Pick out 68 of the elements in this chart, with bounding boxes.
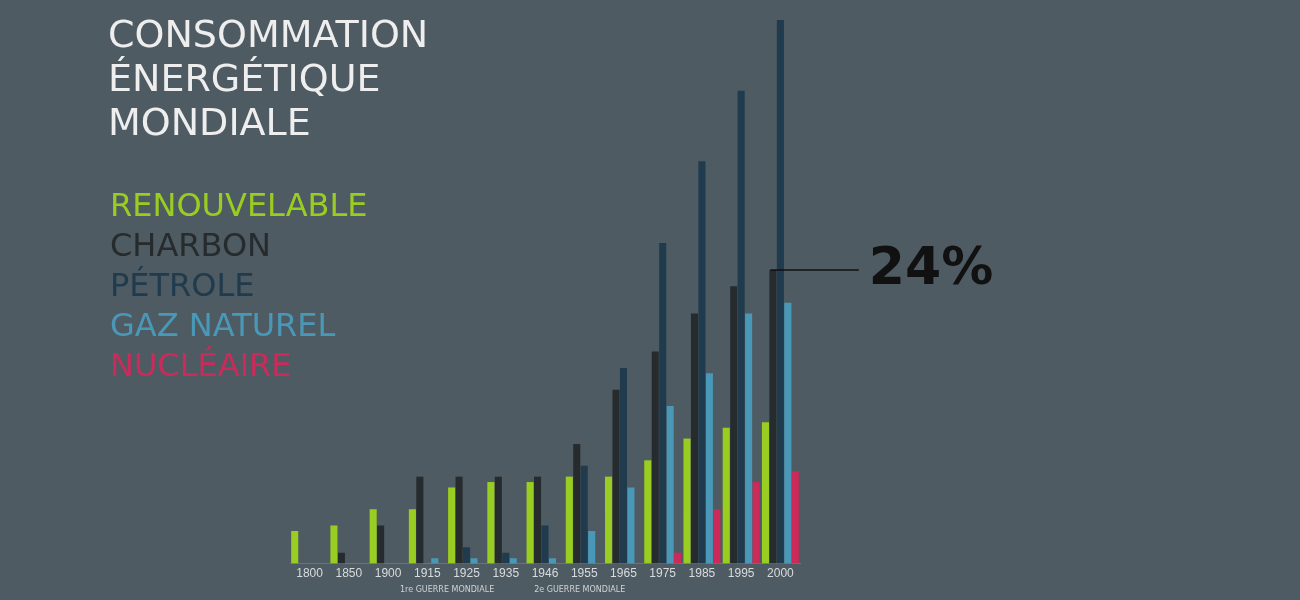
bar bbox=[659, 242, 667, 564]
bar bbox=[416, 476, 424, 564]
bar bbox=[541, 525, 549, 564]
bar bbox=[502, 552, 510, 564]
bar bbox=[448, 487, 456, 564]
bar bbox=[565, 476, 573, 564]
bar bbox=[666, 405, 674, 564]
bar bbox=[674, 552, 682, 564]
x-tick-label: 1915 bbox=[413, 566, 441, 581]
bar bbox=[337, 552, 345, 564]
bar bbox=[548, 558, 556, 564]
bar bbox=[776, 20, 784, 564]
bar bbox=[761, 422, 770, 564]
bar bbox=[509, 558, 517, 564]
bar bbox=[745, 313, 753, 564]
bar bbox=[377, 525, 385, 564]
bar bbox=[683, 438, 691, 564]
bar bbox=[730, 286, 738, 564]
bar bbox=[463, 547, 471, 564]
bar bbox=[737, 90, 745, 564]
x-tick-label: 1925 bbox=[453, 566, 481, 581]
bar bbox=[627, 487, 635, 564]
bar bbox=[588, 530, 596, 564]
bar bbox=[698, 161, 706, 564]
bar bbox=[431, 558, 439, 564]
bar bbox=[470, 558, 478, 564]
x-tick-label: 1975 bbox=[649, 566, 677, 581]
bar bbox=[369, 509, 377, 564]
text: 2e GUERRE MONDIALE bbox=[534, 585, 626, 595]
annotation: 24% bbox=[868, 235, 994, 296]
bar bbox=[619, 367, 627, 564]
x-tick-label: 1850 bbox=[335, 566, 363, 581]
bar bbox=[494, 476, 502, 564]
text: CONSOMMATION ÉNERGÉTIQUE MONDIALE bbox=[108, 12, 430, 144]
bar bbox=[651, 351, 659, 564]
bar bbox=[605, 476, 613, 564]
bar bbox=[573, 444, 581, 564]
bar bbox=[526, 482, 534, 564]
x-tick-label: 1946 bbox=[531, 566, 559, 581]
text: 1re GUERRE MONDIALE bbox=[400, 585, 495, 595]
bar bbox=[455, 476, 463, 564]
bar bbox=[644, 460, 652, 564]
x-tick-label: 1985 bbox=[688, 566, 716, 581]
text: GAZ NATUREL bbox=[110, 305, 337, 345]
bar bbox=[690, 313, 699, 564]
bar bbox=[408, 509, 416, 564]
x-tick-label: 1965 bbox=[610, 566, 638, 581]
x-tick-label: 1900 bbox=[374, 566, 402, 581]
x-tick-label: 1995 bbox=[727, 566, 755, 581]
x-tick-label: 1800 bbox=[296, 566, 324, 581]
bar bbox=[784, 302, 792, 564]
bar bbox=[769, 270, 777, 564]
x-tick-label: 1935 bbox=[492, 566, 520, 581]
bar bbox=[705, 373, 713, 564]
bar bbox=[752, 482, 760, 564]
text: NUCLÉAIRE bbox=[110, 345, 293, 385]
bar bbox=[791, 471, 799, 564]
bar bbox=[534, 476, 542, 564]
bar bbox=[722, 427, 730, 564]
bar bbox=[612, 389, 620, 564]
bar bbox=[580, 465, 588, 564]
bar bbox=[487, 482, 495, 564]
x-tick-label: 2000 bbox=[767, 566, 795, 581]
bar bbox=[713, 509, 721, 564]
bar bbox=[291, 530, 299, 564]
x-tick-label: 1955 bbox=[570, 566, 598, 581]
text: RENOUVELABLE bbox=[110, 185, 368, 225]
bar bbox=[330, 525, 338, 564]
